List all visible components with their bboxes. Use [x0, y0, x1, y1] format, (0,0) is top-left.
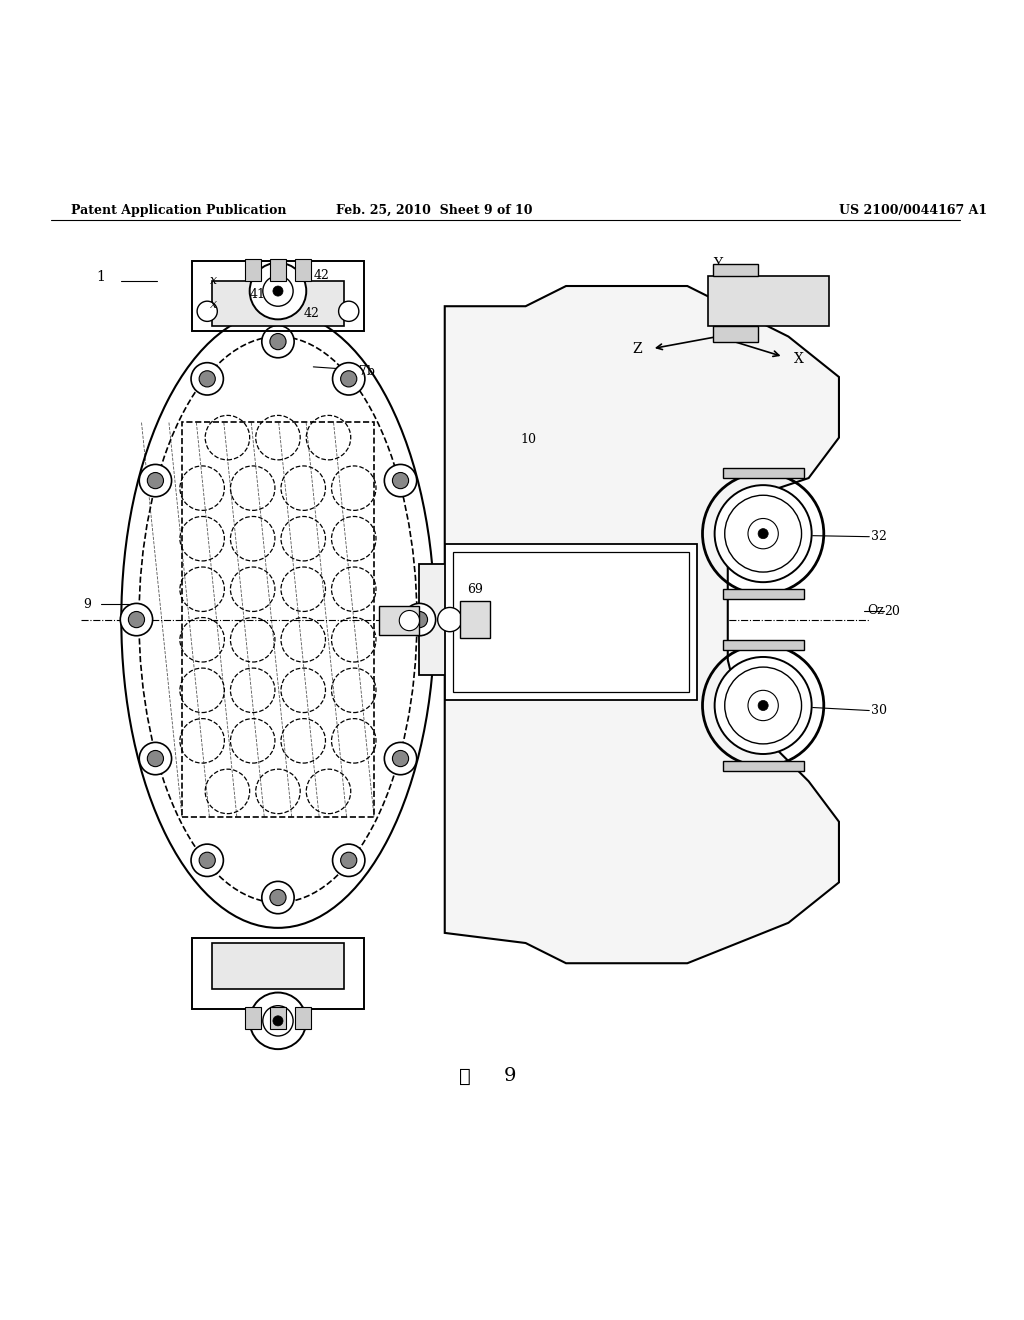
- Circle shape: [147, 473, 164, 488]
- Circle shape: [199, 853, 215, 869]
- Text: X: X: [794, 352, 804, 366]
- Text: Z: Z: [632, 342, 642, 355]
- Bar: [713, 264, 758, 276]
- Text: 9: 9: [504, 1068, 517, 1085]
- Circle shape: [341, 371, 356, 387]
- Circle shape: [715, 657, 812, 754]
- Bar: [295, 259, 311, 281]
- Text: 42: 42: [313, 269, 330, 282]
- Circle shape: [715, 486, 812, 582]
- Circle shape: [412, 611, 428, 627]
- Circle shape: [139, 465, 172, 496]
- Bar: [193, 261, 364, 331]
- Circle shape: [333, 843, 365, 876]
- Bar: [723, 469, 804, 478]
- Circle shape: [273, 1016, 283, 1026]
- Circle shape: [399, 610, 420, 631]
- Text: 30: 30: [871, 704, 888, 717]
- Circle shape: [339, 301, 358, 321]
- Circle shape: [333, 363, 365, 395]
- Circle shape: [270, 890, 286, 906]
- Bar: [708, 276, 828, 326]
- Circle shape: [147, 751, 164, 767]
- Circle shape: [262, 882, 294, 913]
- Circle shape: [191, 363, 223, 395]
- Bar: [182, 422, 374, 817]
- Bar: [420, 564, 541, 675]
- Text: US 2100/0044167 A1: US 2100/0044167 A1: [839, 203, 987, 216]
- Circle shape: [250, 263, 306, 319]
- Circle shape: [120, 603, 153, 636]
- Bar: [444, 544, 697, 701]
- Text: 10: 10: [520, 433, 537, 446]
- Bar: [453, 552, 689, 693]
- Text: Y: Y: [713, 257, 722, 271]
- Bar: [723, 640, 804, 649]
- Circle shape: [263, 276, 293, 306]
- Circle shape: [191, 843, 223, 876]
- Text: 9: 9: [83, 598, 91, 611]
- Bar: [212, 281, 344, 326]
- Circle shape: [437, 607, 462, 632]
- Text: 69: 69: [467, 582, 483, 595]
- Circle shape: [199, 371, 215, 387]
- Circle shape: [384, 742, 417, 775]
- Circle shape: [341, 853, 356, 869]
- Bar: [245, 259, 261, 281]
- Circle shape: [403, 603, 435, 636]
- Text: Feb. 25, 2010  Sheet 9 of 10: Feb. 25, 2010 Sheet 9 of 10: [337, 203, 532, 216]
- Bar: [723, 589, 804, 599]
- Circle shape: [758, 528, 768, 539]
- Circle shape: [139, 742, 172, 775]
- Circle shape: [273, 286, 283, 296]
- Text: 20: 20: [885, 605, 900, 618]
- Circle shape: [263, 1006, 293, 1036]
- Text: 32: 32: [871, 531, 887, 544]
- Text: x: x: [210, 275, 217, 288]
- Text: x: x: [210, 298, 217, 310]
- Bar: [193, 939, 364, 1008]
- Circle shape: [197, 301, 217, 321]
- Text: 図: 図: [459, 1068, 471, 1085]
- Text: Oz: Oz: [867, 605, 884, 618]
- Bar: [270, 259, 286, 281]
- Circle shape: [392, 751, 409, 767]
- Circle shape: [758, 701, 768, 710]
- Bar: [270, 1007, 286, 1028]
- Bar: [245, 1007, 261, 1028]
- Bar: [379, 606, 420, 635]
- Text: Patent Application Publication: Patent Application Publication: [71, 203, 287, 216]
- Circle shape: [384, 465, 417, 496]
- Bar: [713, 326, 758, 342]
- Circle shape: [128, 611, 144, 627]
- Circle shape: [262, 326, 294, 358]
- Bar: [295, 1007, 311, 1028]
- Text: 7b: 7b: [358, 366, 375, 379]
- Text: 41: 41: [250, 288, 266, 301]
- Bar: [212, 942, 344, 989]
- Circle shape: [250, 993, 306, 1049]
- Text: 1: 1: [96, 271, 104, 284]
- Circle shape: [392, 473, 409, 488]
- Bar: [460, 602, 490, 638]
- Circle shape: [270, 334, 286, 350]
- Bar: [723, 762, 804, 771]
- Text: 42: 42: [303, 306, 319, 319]
- PathPatch shape: [444, 286, 839, 964]
